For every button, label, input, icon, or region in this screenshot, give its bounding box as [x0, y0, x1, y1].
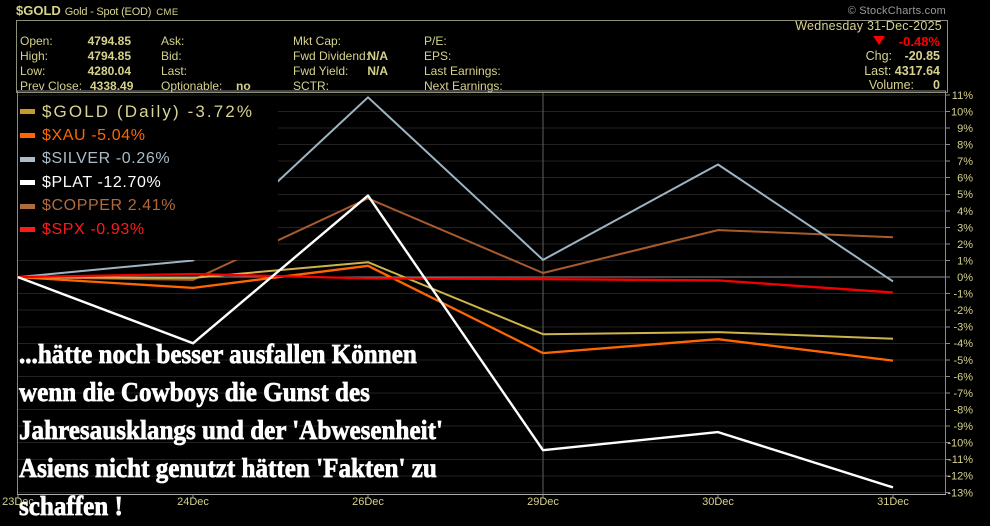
svg-text:10%: 10% — [951, 106, 973, 118]
svg-text:2%: 2% — [957, 239, 973, 251]
svg-text:3%: 3% — [957, 222, 973, 234]
svg-text:11%: 11% — [952, 90, 973, 102]
svg-text:-4%: -4% — [953, 338, 973, 350]
svg-text:8%: 8% — [957, 140, 973, 152]
svg-text:-1%: -1% — [953, 289, 973, 301]
svg-text:-10%: -10% — [947, 438, 973, 450]
svg-text:-9%: -9% — [953, 421, 973, 433]
svg-text:1%: 1% — [957, 255, 973, 267]
svg-text:29Dec: 29Dec — [527, 496, 559, 508]
svg-text:4%: 4% — [957, 206, 973, 218]
svg-text:-7%: -7% — [953, 388, 973, 400]
svg-text:31Dec: 31Dec — [877, 496, 909, 508]
svg-text:30Dec: 30Dec — [702, 496, 734, 508]
svg-text:-2%: -2% — [953, 305, 973, 317]
svg-text:-12%: -12% — [947, 471, 973, 483]
svg-text:5%: 5% — [957, 189, 973, 201]
svg-text:24Dec: 24Dec — [177, 496, 209, 508]
svg-text:26Dec: 26Dec — [352, 496, 384, 508]
svg-text:0%: 0% — [957, 272, 973, 284]
svg-text:-8%: -8% — [953, 405, 973, 417]
svg-text:-5%: -5% — [953, 355, 973, 367]
svg-text:-3%: -3% — [953, 322, 973, 334]
svg-text:23Dec: 23Dec — [2, 496, 34, 508]
svg-text:6%: 6% — [957, 173, 973, 185]
svg-text:-11%: -11% — [948, 454, 973, 466]
svg-text:7%: 7% — [957, 156, 973, 168]
svg-text:9%: 9% — [957, 123, 973, 135]
svg-text:-6%: -6% — [953, 371, 973, 383]
svg-text:-13%: -13% — [947, 487, 973, 499]
